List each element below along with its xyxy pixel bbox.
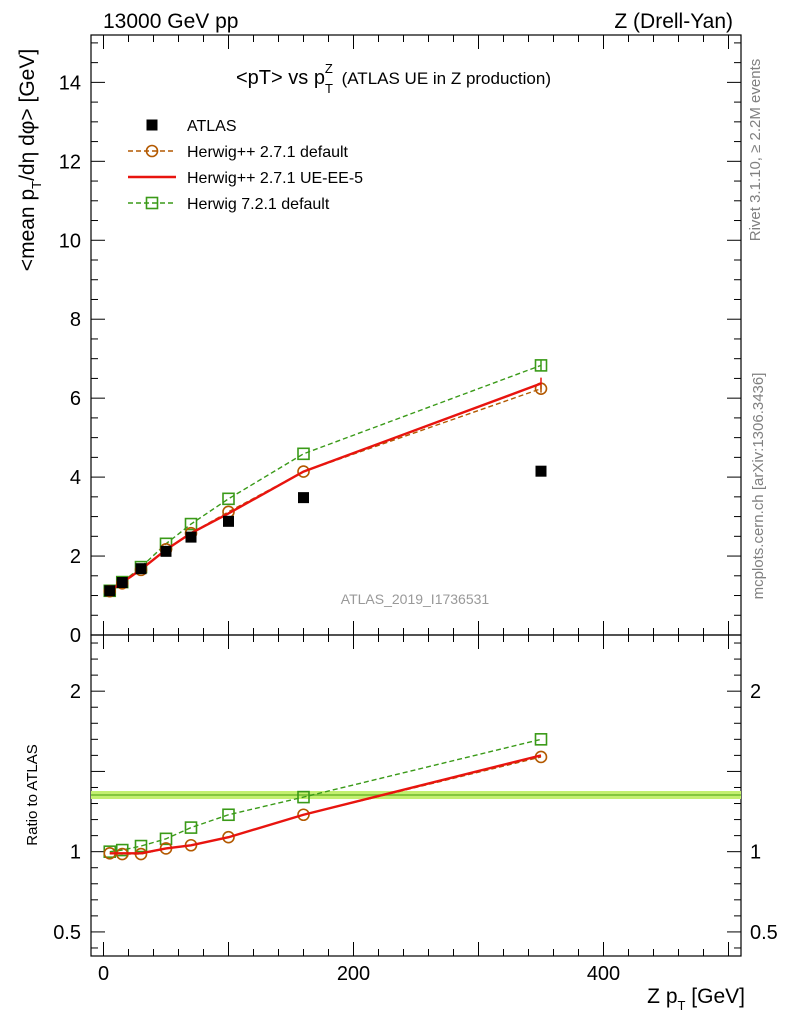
legend-item: ATLAS xyxy=(146,118,237,135)
series-3-line xyxy=(109,364,542,592)
data-marker xyxy=(116,577,128,588)
data-marker xyxy=(145,144,159,158)
legend-label: Herwig++ 2.7.1 UE-EE-5 xyxy=(187,170,363,187)
y-tick-label-main: 8 xyxy=(70,309,81,331)
data-marker xyxy=(298,492,309,504)
chart-title: <pT> vs pTZ (ATLAS UE in Z production) xyxy=(236,61,551,96)
x-tick-label: 400 xyxy=(587,963,620,985)
data-marker xyxy=(185,531,197,543)
data-marker xyxy=(145,196,159,210)
rivet-label: Rivet 3.1.10, ≥ 2.2M events xyxy=(747,59,764,242)
chart-title-sup: Z xyxy=(325,61,333,76)
data-marker xyxy=(146,119,158,131)
data-marker xyxy=(297,808,310,822)
y-tick-label-main: 0 xyxy=(70,625,81,647)
legend-label: ATLAS xyxy=(187,118,237,135)
data-marker xyxy=(534,733,548,746)
y-tick-label-main: 2 xyxy=(70,546,81,568)
data-marker xyxy=(223,515,234,527)
ratio-series-2-line xyxy=(109,754,542,855)
data-marker xyxy=(134,839,148,853)
x-tick-label: 0 xyxy=(98,963,109,985)
analysis-id: ATLAS_2019_I1736531 xyxy=(341,591,490,607)
data-marker xyxy=(135,563,147,575)
data-marker xyxy=(535,465,547,477)
data-marker xyxy=(160,545,172,557)
y-axis-label-ratio: Ratio to ATLAS xyxy=(24,744,41,845)
data-marker xyxy=(297,447,310,461)
y-tick-label-main: 4 xyxy=(70,467,81,489)
legend-item: Herwig++ 2.7.1 default xyxy=(128,144,349,161)
chart-title-rest: (ATLAS UE in Z production) xyxy=(337,69,551,88)
ratio-series xyxy=(103,733,548,861)
data-marker xyxy=(104,585,116,597)
ratio-y-tick-label: 0.5 xyxy=(53,922,81,944)
data-marker xyxy=(222,808,235,822)
legend-label: Herwig 7.2.1 default xyxy=(187,196,330,213)
ratio-y-tick-label-right: 2 xyxy=(750,681,761,703)
data-marker xyxy=(297,465,310,478)
data-marker xyxy=(115,843,129,857)
legend: ATLAS Herwig++ 2.7.1 default Herwig++ 2.7.… xyxy=(128,118,363,213)
data-marker xyxy=(159,832,173,846)
main-series xyxy=(103,359,548,598)
y-axis-label-main: <mean pT/dη dφ> [GeV] xyxy=(16,49,44,271)
y-tick-label-main: 6 xyxy=(70,388,81,410)
ratio-y-tick-label: 2 xyxy=(70,681,81,703)
y-tick-label-main: 10 xyxy=(59,230,81,252)
axis-ticks xyxy=(91,35,741,956)
y-tick-label-main: 14 xyxy=(59,72,81,94)
chart-title-sub: T xyxy=(325,81,333,96)
mcplots-label: mcplots.cern.ch [arXiv:1306.3436] xyxy=(750,373,767,600)
chart-title-main: <pT> vs p xyxy=(236,67,325,89)
data-marker xyxy=(222,492,235,506)
legend-item: Herwig++ 2.7.1 UE-EE-5 xyxy=(128,170,363,187)
data-marker xyxy=(534,359,548,372)
data-marker xyxy=(184,821,198,834)
series-2-line xyxy=(109,382,542,592)
ratio-y-tick-label-right: 0.5 xyxy=(750,922,778,944)
ratio-y-tick-label-right: 1 xyxy=(750,842,761,864)
series-1-line xyxy=(109,388,542,592)
x-tick-label: 200 xyxy=(337,963,370,985)
x-axis-label: Z pT [GeV] xyxy=(647,985,745,1013)
legend-item: Herwig 7.2.1 default xyxy=(128,196,330,213)
data-marker xyxy=(184,517,198,531)
header-right: Z (Drell-Yan) xyxy=(614,10,733,33)
data-marker xyxy=(297,790,310,804)
legend-label: Herwig++ 2.7.1 default xyxy=(187,144,349,161)
ratio-y-tick-label: 1 xyxy=(70,842,81,864)
y-tick-label-main: 12 xyxy=(59,151,81,173)
header-left: 13000 GeV pp xyxy=(103,10,238,33)
